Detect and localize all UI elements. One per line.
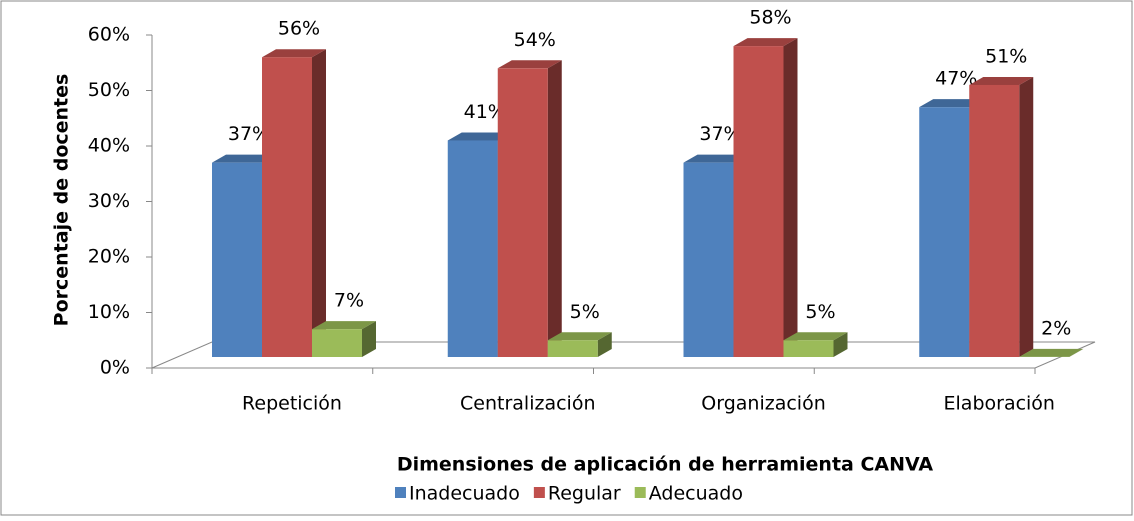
bar — [262, 57, 312, 357]
value-label: 56% — [278, 18, 320, 40]
y-tick-label: 50% — [88, 79, 130, 101]
y-tick-label: 40% — [88, 135, 130, 157]
value-label: 7% — [334, 290, 364, 312]
value-label: 54% — [514, 29, 556, 51]
y-tick-label: 10% — [88, 301, 130, 323]
x-tick-label: Elaboración — [944, 393, 1055, 415]
x-tick-label: Repetición — [242, 393, 342, 415]
bar — [448, 140, 498, 357]
bar — [312, 329, 362, 357]
x-axis-title: Dimensiones de aplicación de herramienta… — [397, 454, 934, 476]
x-tick-label: Organización — [701, 393, 825, 415]
bar — [969, 85, 1019, 357]
y-tick-label: 30% — [88, 190, 130, 212]
x-tick-label: Centralización — [460, 393, 595, 415]
bar — [212, 163, 262, 357]
bar — [548, 340, 598, 357]
value-label: 5% — [805, 301, 835, 323]
legend-label: Inadecuado — [409, 483, 520, 505]
legend-swatch — [395, 487, 406, 498]
bar — [498, 68, 548, 357]
legend-swatch — [534, 487, 545, 498]
bar — [684, 163, 734, 357]
bar — [784, 340, 834, 357]
y-axis-title: Porcentaje de docentes — [51, 74, 73, 327]
bar-side — [1019, 77, 1033, 357]
value-label: 2% — [1041, 317, 1071, 339]
legend-label: Regular — [548, 483, 621, 505]
value-label: 5% — [570, 301, 600, 323]
bar — [919, 107, 969, 357]
legend-label: Adecuado — [649, 483, 743, 505]
bar-side — [784, 38, 798, 357]
value-label: 58% — [749, 7, 791, 29]
y-tick-label: 0% — [100, 357, 130, 379]
bar-side — [312, 49, 326, 357]
y-tick-label: 60% — [88, 24, 130, 46]
legend-swatch — [635, 487, 646, 498]
bar-side — [548, 60, 562, 357]
y-tick-label: 20% — [88, 246, 130, 268]
bar — [734, 46, 784, 357]
value-label: 51% — [985, 45, 1027, 67]
